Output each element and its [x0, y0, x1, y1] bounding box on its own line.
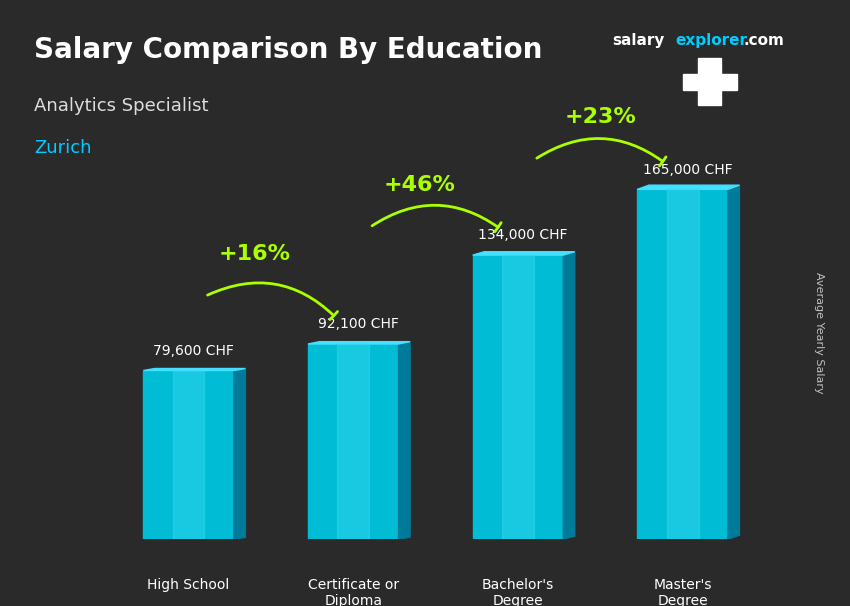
Polygon shape — [638, 185, 740, 189]
Polygon shape — [473, 251, 575, 255]
Text: 92,100 CHF: 92,100 CHF — [318, 318, 399, 331]
Text: +46%: +46% — [383, 175, 455, 195]
Polygon shape — [337, 344, 369, 539]
Text: +23%: +23% — [564, 107, 636, 127]
Text: Average Yearly Salary: Average Yearly Salary — [814, 273, 824, 394]
Text: +16%: +16% — [218, 244, 291, 264]
Text: Salary Comparison By Education: Salary Comparison By Education — [34, 36, 542, 64]
Polygon shape — [399, 342, 410, 539]
Text: .com: .com — [744, 33, 785, 48]
Polygon shape — [564, 251, 575, 539]
Polygon shape — [144, 370, 234, 539]
Polygon shape — [683, 58, 736, 105]
Polygon shape — [308, 344, 399, 539]
Text: 134,000 CHF: 134,000 CHF — [479, 228, 568, 242]
Text: Analytics Specialist: Analytics Specialist — [34, 97, 208, 115]
Polygon shape — [638, 189, 728, 539]
Text: 79,600 CHF: 79,600 CHF — [153, 344, 234, 358]
Text: Master's
Degree: Master's Degree — [654, 578, 712, 606]
Polygon shape — [666, 189, 699, 539]
Polygon shape — [144, 368, 246, 370]
Polygon shape — [502, 255, 534, 539]
Polygon shape — [728, 185, 740, 539]
Polygon shape — [173, 370, 205, 539]
Polygon shape — [473, 255, 564, 539]
Text: Certificate or
Diploma: Certificate or Diploma — [308, 578, 399, 606]
Text: Zurich: Zurich — [34, 139, 92, 158]
Text: 165,000 CHF: 165,000 CHF — [643, 162, 733, 177]
Polygon shape — [234, 368, 246, 539]
Polygon shape — [308, 342, 410, 344]
Text: salary: salary — [612, 33, 665, 48]
Text: High School: High School — [147, 578, 230, 591]
Text: Bachelor's
Degree: Bachelor's Degree — [482, 578, 554, 606]
Text: explorer: explorer — [676, 33, 748, 48]
